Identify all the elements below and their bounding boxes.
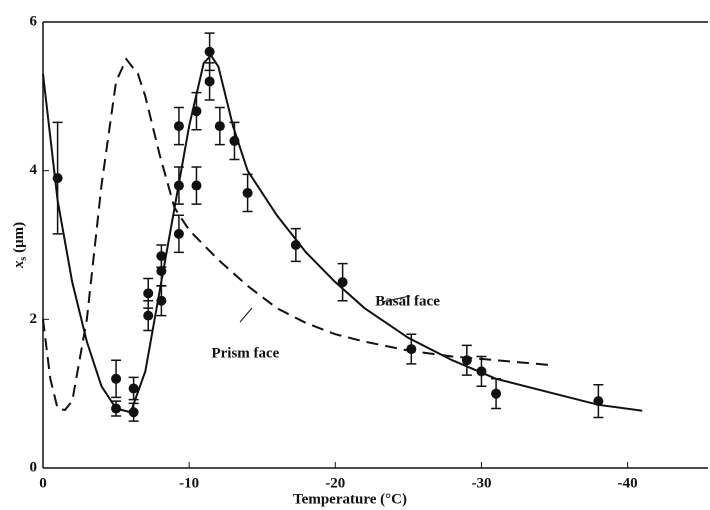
curve <box>42 57 555 412</box>
curve-label: Prism face <box>211 346 279 362</box>
data-point <box>593 396 604 407</box>
x-tick-label: -30 <box>471 475 491 491</box>
data-point <box>229 135 240 146</box>
y-tick-label: 4 <box>30 162 38 178</box>
y-tick-label: 0 <box>30 459 38 475</box>
data-point <box>173 121 184 132</box>
y-label-main: x <box>11 260 27 269</box>
data-point <box>128 407 139 418</box>
data-point <box>173 228 184 239</box>
data-point <box>204 46 215 57</box>
data-point <box>128 383 139 394</box>
data-point <box>337 277 348 288</box>
data-point <box>111 403 122 414</box>
data-point <box>406 344 417 355</box>
y-axis-label: xs (μm) <box>11 222 29 269</box>
data-point <box>476 366 487 377</box>
y-tick-label: 6 <box>30 13 38 29</box>
x-tick-label: -20 <box>325 475 345 491</box>
data-point <box>214 121 225 132</box>
y-label-unit: (μm) <box>11 222 27 253</box>
data-point <box>52 173 63 184</box>
data-point <box>111 373 122 384</box>
annotation-leader <box>381 295 411 303</box>
data-point <box>191 180 202 191</box>
data-point <box>143 288 154 299</box>
data-point <box>461 355 472 366</box>
x-tick-label: 0 <box>39 475 47 491</box>
data-point <box>191 106 202 117</box>
data-point <box>491 388 502 399</box>
data-point <box>204 76 215 87</box>
x-tick-label: -10 <box>179 475 199 491</box>
data-point <box>156 295 167 306</box>
data-point <box>143 310 154 321</box>
y-tick-label: 2 <box>30 311 38 327</box>
y-label-sub: s <box>18 257 29 261</box>
curve-label: Basal face <box>375 294 440 310</box>
annotation-leader <box>239 307 253 323</box>
data-point <box>156 266 167 277</box>
curve <box>42 53 643 414</box>
data-point <box>242 187 253 198</box>
data-point <box>290 240 301 250</box>
x-axis-label: Temperature (°C) <box>293 491 407 507</box>
x-tick-label: -40 <box>618 475 638 491</box>
data-point <box>173 180 184 191</box>
